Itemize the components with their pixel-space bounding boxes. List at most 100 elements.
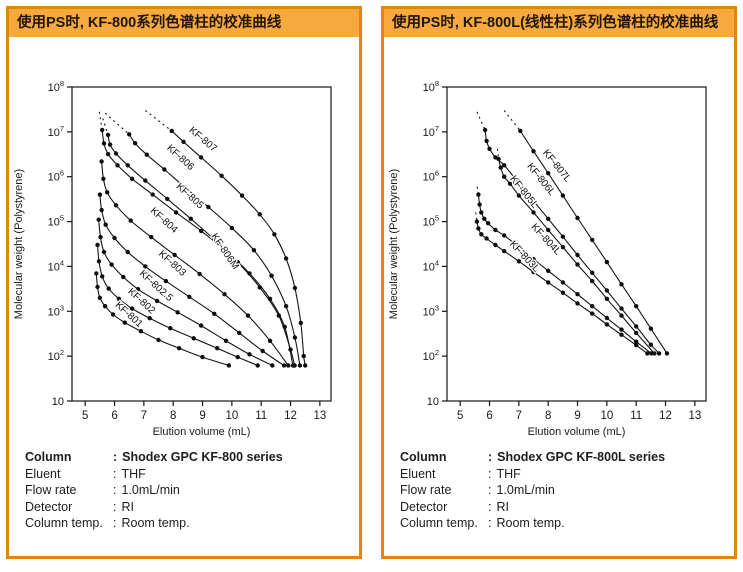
data-point — [125, 249, 130, 255]
spec-value: RI — [496, 499, 509, 514]
spec-value: Shodex GPC KF-800L series — [497, 450, 666, 464]
data-point — [97, 295, 103, 300]
spec-row-column-temp: Column temp.: Room temp. — [400, 515, 734, 532]
data-point — [292, 335, 298, 340]
data-point — [251, 248, 257, 253]
data-point — [656, 351, 662, 356]
panel-title: 使用PS时, KF-800系列色谱柱的校准曲线 — [9, 9, 359, 37]
panel-kf800: 使用PS时, KF-800系列色谱柱的校准曲线 108 107 106 105 104 1… — [6, 6, 362, 559]
x-axis: 5 6 7 8 9 10 11 12 13 — [82, 401, 326, 422]
y-tick-label: 108 — [48, 79, 64, 94]
data-point — [590, 237, 595, 243]
curve-KF-806M — [107, 134, 296, 366]
data-point — [257, 212, 262, 217]
data-point — [99, 207, 104, 213]
data-point — [105, 190, 110, 195]
spec-colon: : — [113, 466, 117, 481]
spec-colon: : — [488, 466, 492, 481]
data-point — [181, 139, 186, 144]
data-point — [283, 304, 289, 309]
y-tick-label: 105 — [48, 214, 64, 229]
data-point — [100, 127, 105, 133]
data-point — [229, 225, 235, 231]
data-point — [575, 301, 580, 306]
spec-colon: : — [113, 499, 117, 514]
data-point — [546, 171, 551, 176]
curve-labels: KF-807KF-806KF-805KF-806MKF-804KF-803KF-… — [111, 124, 242, 332]
spec-label: Flow rate — [400, 483, 452, 497]
data-point — [103, 222, 108, 227]
data-point — [94, 271, 99, 276]
data-point — [575, 215, 580, 221]
data-point — [200, 354, 205, 360]
y-axis-title: Molecular weight (Polystyrene) — [13, 169, 25, 319]
data-point — [634, 330, 639, 336]
y-axis-title: Molecular weight (Polystyrene) — [388, 169, 400, 319]
data-point — [212, 237, 217, 242]
data-point — [502, 233, 507, 238]
x-tick-label: 11 — [630, 410, 642, 422]
data-point — [97, 192, 103, 197]
curve-KF-805 — [101, 129, 294, 366]
data-point — [96, 259, 102, 264]
data-point — [239, 193, 245, 198]
data-point — [132, 141, 138, 146]
y-tick-label: 105 — [423, 214, 439, 229]
data-point — [518, 128, 523, 134]
x-tick-label: 10 — [225, 410, 238, 422]
data-point — [619, 327, 624, 332]
data-point — [634, 343, 639, 348]
curve-extrapolation-KF-807 — [144, 110, 173, 132]
data-point — [502, 248, 507, 254]
data-point — [191, 336, 196, 341]
data-point — [575, 252, 580, 258]
curve-extrapolation-KF-805L — [496, 148, 500, 159]
data-point — [95, 284, 100, 290]
data-point — [546, 216, 551, 221]
data-point — [648, 326, 654, 331]
spec-row-column: Column: Shodex GPC KF-800 series — [25, 449, 359, 466]
y-axis: 108 107 106 105 104 103 102 10 — [423, 79, 447, 408]
data-point — [292, 285, 298, 291]
spec-row-detector: Detector: RI — [400, 499, 734, 516]
data-point — [165, 196, 170, 202]
data-point — [634, 304, 639, 309]
data-point — [507, 181, 513, 186]
data-point — [604, 296, 610, 301]
data-point — [575, 292, 580, 297]
curves — [474, 110, 670, 356]
data-point — [113, 151, 119, 156]
data-point — [590, 304, 595, 309]
panel-title: 使用PS时, KF-800L(线性柱)系列色谱柱的校准曲线 — [384, 9, 734, 37]
spec-label: Detector — [400, 499, 448, 514]
data-point — [257, 285, 262, 290]
data-point — [298, 320, 303, 326]
data-point — [619, 306, 624, 311]
spec-value: THF — [496, 466, 521, 481]
data-point — [270, 363, 275, 368]
spec-value: RI — [121, 499, 134, 514]
x-tick-label: 13 — [313, 410, 326, 422]
spec-colon: : — [488, 516, 492, 530]
data-point — [99, 159, 104, 164]
data-point — [173, 210, 179, 215]
data-point — [645, 351, 650, 356]
data-point — [150, 192, 155, 197]
data-point — [138, 329, 144, 334]
data-point — [482, 127, 488, 133]
data-point — [493, 242, 498, 248]
curve-extrapolation-KF-807L — [503, 110, 521, 132]
data-point — [531, 149, 536, 154]
data-point — [163, 278, 169, 284]
data-point — [487, 146, 492, 151]
spec-row-flow-rate: Flow rate:1.0mL/min — [25, 482, 359, 499]
data-point — [292, 363, 297, 368]
data-point — [100, 274, 105, 279]
data-point — [269, 273, 274, 278]
spec-value: THF — [121, 466, 146, 481]
y-tick-label: 102 — [48, 348, 64, 363]
curve-label-KF-806: KF-806 — [164, 143, 196, 173]
